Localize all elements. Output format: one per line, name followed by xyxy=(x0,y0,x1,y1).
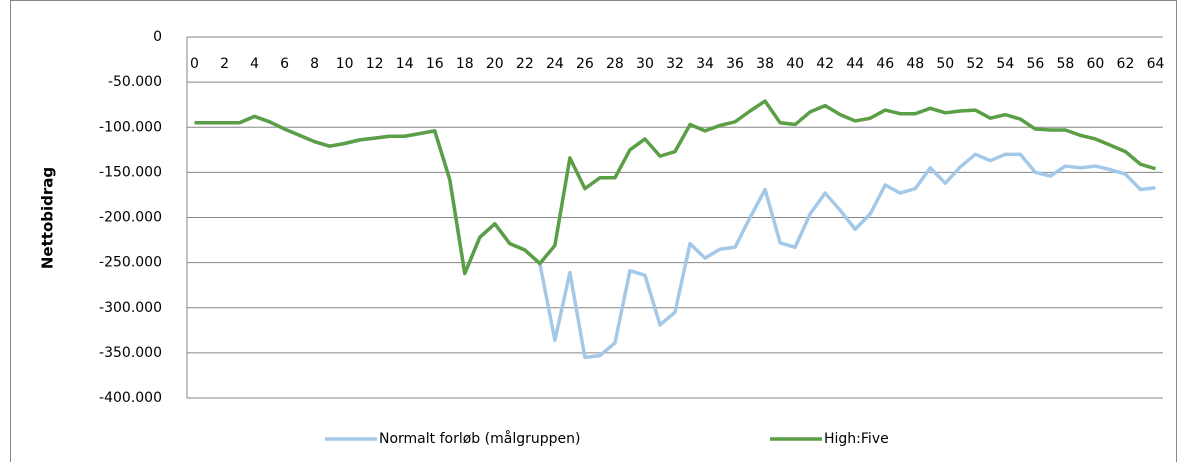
x-tick-label: 50 xyxy=(936,56,954,72)
x-tick-label: 42 xyxy=(816,56,834,72)
y-axis-label: Nettobidrag xyxy=(39,167,57,269)
x-tick-label: 14 xyxy=(396,56,414,72)
x-tick-label: 18 xyxy=(456,56,474,72)
x-tick-label: 28 xyxy=(606,56,624,72)
x-tick-label: 48 xyxy=(906,56,924,72)
x-tick-label: 2 xyxy=(220,56,229,72)
x-tick-label: 46 xyxy=(876,56,894,72)
x-tick-label: 60 xyxy=(1087,56,1105,72)
x-tick-label: 6 xyxy=(280,56,289,72)
y-tick-label: -400.000 xyxy=(99,390,162,406)
x-tick-label: 52 xyxy=(966,56,984,72)
x-tick-label: 34 xyxy=(696,56,714,72)
x-tick-label: 20 xyxy=(486,56,504,72)
y-tick-label: -300.000 xyxy=(99,300,162,316)
y-tick-label: 0 xyxy=(153,29,162,45)
y-tick-label: -250.000 xyxy=(99,255,162,271)
x-tick-label: 26 xyxy=(576,56,594,72)
x-tick-label: 64 xyxy=(1147,56,1165,72)
x-tick-label: 62 xyxy=(1117,56,1135,72)
x-tick-label: 24 xyxy=(546,56,564,72)
x-tick-label: 12 xyxy=(366,56,384,72)
x-tick-label: 0 xyxy=(190,56,199,72)
series-line xyxy=(194,99,1156,276)
x-tick-label: 54 xyxy=(996,56,1014,72)
x-tick-label: 30 xyxy=(636,56,654,72)
x-tick-label: 38 xyxy=(756,56,774,72)
y-tick-label: -150.000 xyxy=(99,164,162,180)
chart-frame xyxy=(10,0,1177,462)
x-tick-label: 58 xyxy=(1056,56,1074,72)
x-tick-label: 44 xyxy=(846,56,864,72)
x-tick-label: 36 xyxy=(726,56,744,72)
y-tick-label: -50.000 xyxy=(108,74,162,90)
x-tick-label: 32 xyxy=(666,56,684,72)
x-tick-label: 4 xyxy=(250,56,259,72)
x-tick-label: 16 xyxy=(426,56,444,72)
y-tick-label: -100.000 xyxy=(99,119,162,135)
x-tick-label: 8 xyxy=(310,56,319,72)
y-tick-label: -350.000 xyxy=(99,345,162,361)
legend-label: High:Five xyxy=(824,431,889,447)
y-tick-label: -200.000 xyxy=(99,210,162,226)
x-tick-label: 22 xyxy=(516,56,534,72)
legend-label: Normalt forløb (målgruppen) xyxy=(379,430,580,447)
x-tick-label: 10 xyxy=(336,56,354,72)
x-tick-label: 40 xyxy=(786,56,804,72)
x-tick-label: 56 xyxy=(1026,56,1044,72)
